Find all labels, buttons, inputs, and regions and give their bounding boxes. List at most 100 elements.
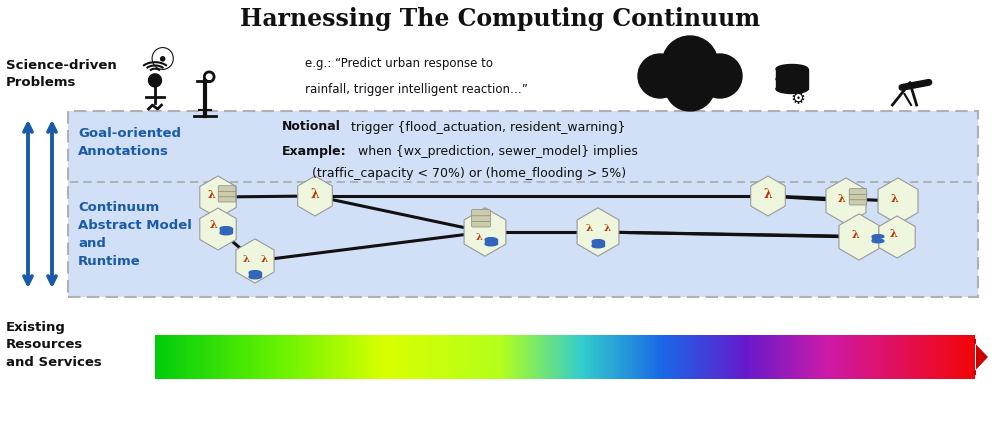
Bar [288, 335, 290, 379]
Bar [258, 335, 260, 379]
Bar [367, 335, 369, 379]
Bar [850, 335, 852, 379]
Bar [970, 335, 972, 379]
Bar [801, 335, 803, 379]
Bar [237, 335, 239, 379]
Bar [521, 335, 523, 379]
Bar [363, 335, 365, 379]
Bar [608, 335, 610, 379]
Text: (traffic_capacity < 70%) or (home_flooding > 5%): (traffic_capacity < 70%) or (home_floodi… [312, 166, 626, 179]
Bar [399, 335, 401, 379]
Polygon shape [879, 216, 915, 258]
Bar [622, 335, 625, 379]
Bar [398, 335, 400, 379]
Ellipse shape [776, 75, 808, 84]
Bar [437, 335, 439, 379]
Bar [355, 335, 357, 379]
Bar [726, 335, 728, 379]
Bar [262, 335, 264, 379]
Bar [350, 335, 352, 379]
Text: when {wx_prediction, sewer_model} implies: when {wx_prediction, sewer_model} implie… [354, 145, 638, 157]
Bar [642, 335, 644, 379]
FancyBboxPatch shape [849, 194, 867, 200]
Bar [639, 335, 641, 379]
Polygon shape [839, 214, 879, 260]
Bar [401, 335, 403, 379]
Bar [796, 335, 798, 379]
Text: Example:: Example: [282, 145, 347, 157]
Bar [895, 335, 897, 379]
Bar [742, 335, 744, 379]
Bar [900, 335, 902, 379]
Bar [308, 335, 310, 379]
Bar [485, 335, 487, 379]
Bar [214, 335, 216, 379]
Bar [442, 335, 444, 379]
Bar [265, 335, 267, 379]
Bar [729, 335, 731, 379]
Bar [257, 335, 259, 379]
Bar [827, 335, 830, 379]
Bar [754, 335, 756, 379]
Bar [904, 335, 907, 379]
Text: λ: λ [476, 233, 482, 242]
Bar [388, 335, 390, 379]
Bar [890, 335, 892, 379]
Bar [960, 335, 962, 379]
Bar [800, 335, 802, 379]
Bar [967, 335, 969, 379]
Bar [573, 335, 575, 379]
Bar [844, 335, 846, 379]
Circle shape [698, 54, 742, 98]
Bar [191, 335, 193, 379]
Text: ⚙: ⚙ [791, 90, 805, 108]
Bar [793, 335, 795, 379]
Bar [760, 335, 762, 379]
Bar [901, 335, 903, 379]
Bar [452, 335, 454, 379]
Bar [617, 335, 620, 379]
Circle shape [148, 74, 162, 87]
Bar [768, 335, 770, 379]
Polygon shape [878, 178, 918, 224]
Bar [194, 335, 197, 379]
Bar [299, 335, 301, 379]
Bar [578, 335, 580, 379]
Bar [927, 335, 930, 379]
Text: λ: λ [208, 190, 216, 200]
Bar [596, 335, 598, 379]
Bar [634, 335, 636, 379]
Bar [506, 335, 508, 379]
Bar [227, 335, 229, 379]
Bar [431, 335, 433, 379]
Bar [396, 335, 398, 379]
Bar [555, 335, 557, 379]
Bar [806, 335, 808, 379]
Bar [493, 335, 495, 379]
Bar [212, 335, 215, 379]
Bar [386, 335, 388, 379]
Bar [340, 335, 342, 379]
Bar [547, 335, 549, 379]
Bar [445, 335, 447, 379]
Polygon shape [464, 208, 506, 256]
Bar [696, 335, 698, 379]
Bar [863, 335, 866, 379]
Bar [342, 335, 344, 379]
Ellipse shape [776, 85, 808, 94]
Bar [540, 335, 543, 379]
Bar [619, 335, 621, 379]
Bar [204, 335, 206, 379]
Polygon shape [200, 176, 236, 218]
Bar [941, 335, 943, 379]
Bar [903, 335, 905, 379]
Bar [911, 335, 913, 379]
Text: λ: λ [210, 220, 218, 230]
FancyBboxPatch shape [849, 199, 867, 205]
Bar [281, 335, 283, 379]
Bar [859, 335, 861, 379]
Bar [673, 335, 675, 379]
Bar [888, 335, 890, 379]
Bar [514, 335, 516, 379]
Bar [424, 335, 426, 379]
